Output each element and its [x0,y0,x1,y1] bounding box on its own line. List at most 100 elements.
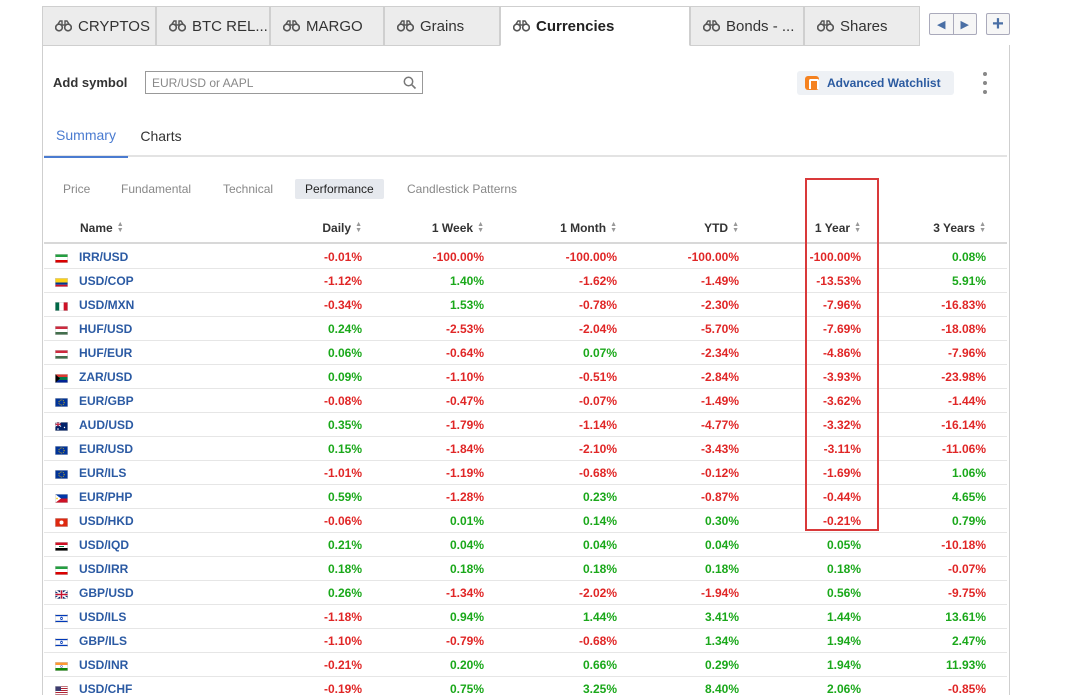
table-row[interactable]: USD/MXN -0.34% 1.53% -0.78% -2.30% -7.96% -16.… [44,293,1007,317]
tab-currencies[interactable]: Currencies [500,6,690,46]
symbol-link[interactable]: GBP/USD [79,585,134,600]
symbol-link[interactable]: USD/HKD [79,513,134,528]
cell-ytd: -1.49% [700,393,739,408]
tab-cryptos[interactable]: CRYPTOS [42,6,156,46]
more-vertical-icon[interactable] [983,72,987,94]
colombia-flag-icon [55,276,68,287]
table-row[interactable]: EUR/ILS -1.01% -1.19% -0.68% -0.12% -1.69% 1.0… [44,461,1007,485]
column-header-ytd[interactable]: YTD ▲ ▼ [704,221,739,235]
philippines-flag-icon [55,492,68,503]
symbol-link[interactable]: IRR/USD [79,249,129,264]
add-watchlist-button[interactable]: + [986,13,1010,35]
table-row[interactable]: GBP/ILS -1.10% -0.79% -0.68% 1.34% 1.94% 2.47% [44,629,1007,653]
table-row[interactable]: USD/IQD 0.21% 0.04% 0.04% 0.04% 0.05% -10.18% [44,533,1007,557]
symbol-link[interactable]: EUR/PHP [79,489,133,504]
arrow-right-icon[interactable]: ▶ [952,14,977,34]
cell-year: -4.86% [822,345,861,360]
symbol-link[interactable]: GBP/ILS [79,633,128,648]
tab-summary[interactable]: Summary [44,114,128,158]
arrow-left-icon[interactable]: ◀ [937,18,946,31]
cell-daily: -1.18% [323,609,362,624]
table-row[interactable]: EUR/PHP 0.59% -1.28% 0.23% -0.87% -0.44% 4.65% [44,485,1007,509]
symbol-link[interactable]: USD/IRR [79,561,129,576]
symbol-link[interactable]: USD/CHF [79,681,133,695]
table-row[interactable]: HUF/USD 0.24% -2.53% -2.04% -5.70% -7.69% -18.… [44,317,1007,341]
table-row[interactable]: IRR/USD -0.01% -100.00% -100.00% -100.00% -10… [44,245,1007,269]
table-row[interactable]: HUF/EUR 0.06% -0.64% 0.07% -2.34% -4.86% -7.96… [44,341,1007,365]
symbol-link[interactable]: AUD/USD [79,417,134,432]
cell-week: -100.00% [432,249,484,264]
cell-week: -1.28% [445,489,484,504]
cell-week: -1.34% [445,585,484,600]
cell-years3: -10.18% [941,537,986,552]
cell-years3: -11.06% [941,441,986,456]
tab-margo[interactable]: MARGO [270,6,384,46]
table-row[interactable]: USD/ILS -1.18% 0.94% 1.44% 3.41% 1.44% 13.61% [44,605,1007,629]
column-header-name[interactable]: Name ▲ ▼ [80,221,124,235]
tab-charts[interactable]: Charts [140,127,182,144]
tab-shares[interactable]: Shares [804,6,920,46]
cell-week: 0.20% [449,657,484,672]
tab-bonds[interactable]: Bonds - ... [690,6,804,46]
cell-year: 0.56% [826,585,861,600]
tab-label: BTC REL... [192,17,268,35]
symbol-link[interactable]: HUF/EUR [79,345,133,360]
symbol-link[interactable]: USD/IQD [79,537,130,552]
table-row[interactable]: USD/IRR 0.18% 0.18% 0.18% 0.18% 0.18% -0.07% [44,557,1007,581]
table-header: Name ▲ ▼ Daily ▲ ▼ 1 Week ▲ ▼ 1 Month ▲ ▼ YTD ▲ ▼ … [44,214,1007,244]
tab-grains[interactable]: Grains [384,6,500,46]
uk-flag-icon [54,588,69,600]
advanced-watchlist-button[interactable]: Advanced Watchlist [797,71,954,95]
view-tab-fundamental[interactable]: Fundamental [121,182,192,196]
table-row[interactable]: USD/INR -0.21% 0.20% 0.66% 0.29% 1.94% 11.93% [44,653,1007,677]
symbol-link[interactable]: EUR/GBP [79,393,134,408]
view-tab-price[interactable]: Price [63,182,91,196]
column-header-1-year[interactable]: 1 Year ▲ ▼ [814,221,861,235]
binoculars-icon [817,20,834,32]
cell-ytd: 1.34% [704,633,739,648]
cell-daily: -0.01% [323,249,362,264]
symbol-link[interactable]: ZAR/USD [79,369,133,384]
view-tab-technical[interactable]: Technical [223,182,274,196]
cell-years3: -16.83% [941,297,986,312]
cell-week: -0.79% [445,633,484,648]
add-symbol-input[interactable] [146,75,396,90]
column-header-1-week[interactable]: 1 Week ▲ ▼ [431,221,484,235]
table-row[interactable]: AUD/USD 0.35% -1.79% -1.14% -4.77% -3.32% -16.… [44,413,1007,437]
cell-week: -0.47% [445,393,484,408]
cell-daily: 0.26% [327,585,362,600]
symbol-link[interactable]: HUF/USD [79,321,133,336]
symbol-link[interactable]: EUR/ILS [79,465,127,480]
eu-flag-icon [55,444,68,455]
table-row[interactable]: GBP/USD 0.26% -1.34% -2.02% -1.94% 0.56% -9.75… [44,581,1007,605]
symbol-link[interactable]: USD/MXN [79,297,135,312]
table-row[interactable]: USD/COP -1.12% 1.40% -1.62% -1.49% -13.53% 5.9… [44,269,1007,293]
cell-week: -1.19% [445,465,484,480]
cell-week: 0.94% [449,609,484,624]
table-row[interactable]: EUR/GBP -0.08% -0.47% -0.07% -1.49% -3.62% -1.… [44,389,1007,413]
cell-ytd: -0.12% [700,465,739,480]
cell-daily: 0.21% [327,537,362,552]
view-tab-performance[interactable]: Performance [295,179,384,199]
cell-week: -1.84% [445,441,484,456]
binoculars-icon [283,20,300,32]
column-header-1-month[interactable]: 1 Month ▲ ▼ [560,221,617,235]
table-row[interactable]: USD/HKD -0.06% 0.01% 0.14% 0.30% -0.21% 0.79% [44,509,1007,533]
table-row[interactable]: EUR/USD 0.15% -1.84% -2.10% -3.43% -3.11% -11.… [44,437,1007,461]
column-header-3-years[interactable]: 3 Years ▲ ▼ [933,221,986,235]
table-row[interactable]: USD/CHF -0.19% 0.75% 3.25% 8.40% 2.06% -0.85% [44,677,1007,695]
sort-icon: ▲ ▼ [979,221,986,234]
cell-month: -0.78% [578,297,617,312]
symbol-link[interactable]: USD/INR [79,657,129,672]
view-tab-candlestick-patterns[interactable]: Candlestick Patterns [407,182,518,196]
cell-years3: 11.93% [945,657,986,672]
search-icon[interactable] [403,76,417,95]
sort-icon: ▲ ▼ [610,221,617,234]
column-header-daily[interactable]: Daily ▲ ▼ [322,221,362,235]
symbol-link[interactable]: EUR/USD [79,441,134,456]
symbol-link[interactable]: USD/COP [79,273,134,288]
table-row[interactable]: ZAR/USD 0.09% -1.10% -0.51% -2.84% -3.93% -23.… [44,365,1007,389]
symbol-link[interactable]: USD/ILS [79,609,127,624]
binoculars-icon [703,20,720,32]
tab-btc-rel[interactable]: BTC REL... [156,6,270,46]
